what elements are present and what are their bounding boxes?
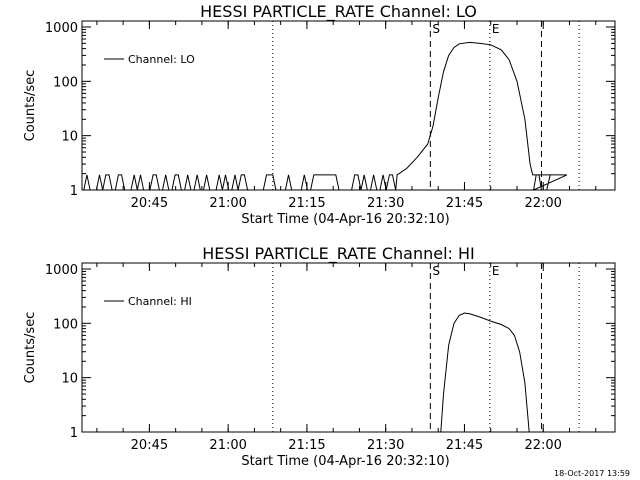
footer-stamp: 18-Oct-2017 13:59 <box>554 469 630 478</box>
series-line <box>440 312 530 433</box>
marker-label: S <box>432 22 440 36</box>
marker-label: E <box>492 22 500 36</box>
y-tick-label: 1000 <box>45 21 78 36</box>
x-tick-label: 21:30 <box>367 438 404 453</box>
y-tick-label: 1000 <box>45 263 78 278</box>
x-axis-label: Start Time (04-Apr-16 20:32:10) <box>241 454 449 469</box>
x-tick-label: 22:00 <box>524 196 561 211</box>
x-tick-label: 22:00 <box>524 438 561 453</box>
chart-title: HESSI PARTICLE_RATE Channel: HI <box>202 244 475 264</box>
plot-frame <box>81 20 616 191</box>
marker-label: E <box>492 264 500 278</box>
x-tick-label: 21:00 <box>209 196 246 211</box>
y-tick-label: 100 <box>53 317 78 332</box>
x-tick-label: 21:15 <box>288 438 325 453</box>
legend-label: Channel: LO <box>128 53 195 66</box>
plot-frame <box>81 262 616 433</box>
x-tick-label: 21:45 <box>446 438 483 453</box>
x-tick-label: 21:30 <box>367 196 404 211</box>
y-axis-label: Counts/sec <box>23 312 38 384</box>
x-tick-label: 21:45 <box>446 196 483 211</box>
y-tick-label: 10 <box>61 372 78 387</box>
x-tick-label: 21:00 <box>209 438 246 453</box>
x-tick-label: 20:45 <box>131 196 168 211</box>
y-tick-label: 1 <box>70 426 78 441</box>
y-tick-label: 1 <box>70 184 78 199</box>
chart-title: HESSI PARTICLE_RATE Channel: LO <box>200 2 477 22</box>
y-tick-label: 10 <box>61 130 78 145</box>
marker-label: S <box>432 264 440 278</box>
y-tick-label: 100 <box>53 75 78 90</box>
series-line <box>83 41 568 191</box>
legend-label: Channel: HI <box>128 295 192 308</box>
x-tick-label: 20:45 <box>131 438 168 453</box>
y-axis-label: Counts/sec <box>23 70 38 142</box>
x-axis-label: Start Time (04-Apr-16 20:32:10) <box>241 212 449 227</box>
x-tick-label: 21:15 <box>288 196 325 211</box>
